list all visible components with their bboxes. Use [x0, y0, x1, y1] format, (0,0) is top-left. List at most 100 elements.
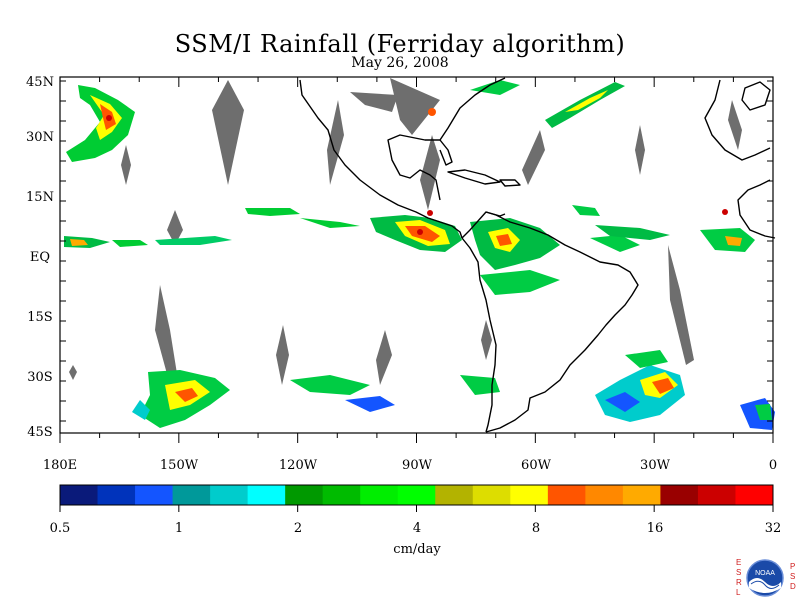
colorbar-ticks: 0.5 1 2 4 8 16 32 — [50, 521, 782, 536]
rain-patch — [70, 239, 88, 246]
logo-letter: S — [790, 572, 796, 581]
coastlines — [299, 77, 776, 433]
coastline-hispaniola — [499, 179, 521, 187]
rain-patch — [132, 400, 150, 420]
rain-patch — [245, 208, 300, 216]
rain-patch — [605, 392, 640, 412]
colorbar-swatch — [660, 485, 699, 505]
colorbar-swatch — [135, 485, 174, 505]
swath-gap — [69, 365, 77, 380]
rain-patch — [290, 375, 370, 395]
rain-patch — [417, 229, 423, 235]
colorbar-label: 0.5 — [50, 521, 71, 536]
swath-gap — [390, 78, 440, 135]
map-title: SSM/I Rainfall (Ferriday algorithm) — [174, 30, 626, 58]
colorbar-frame — [59, 484, 774, 506]
colorbar-swatch — [60, 485, 99, 505]
rain-patch — [565, 90, 608, 112]
colorbar-label: 4 — [413, 521, 421, 536]
lat-label-30s: 30S — [27, 370, 52, 385]
rain-patch — [345, 396, 395, 412]
noaa-emblem-icon: NOAA — [746, 559, 784, 597]
colorbar-label: 16 — [647, 521, 664, 536]
rain-patch — [480, 270, 560, 295]
colorbar-swatch — [172, 485, 211, 505]
latitude-ticks — [60, 80, 773, 422]
rain-patch — [725, 236, 742, 246]
lon-label-30w: 30W — [640, 458, 671, 473]
logo-letter: L — [736, 588, 741, 597]
rain-patch — [755, 404, 772, 420]
rain-patch — [625, 350, 668, 368]
rain-patch — [496, 234, 512, 246]
lon-label-60w: 60W — [521, 458, 552, 473]
logo-letter: E — [736, 558, 742, 567]
colorbar-swatch — [210, 485, 249, 505]
coastline-florida — [439, 139, 453, 166]
lon-label-0: 0 — [769, 458, 777, 473]
coastline-europe-africa — [704, 79, 776, 239]
noaa-esrl-psd-logo: E S R L NOAA P S D — [732, 556, 798, 600]
colorbar — [59, 485, 774, 512]
colorbar-swatch — [472, 485, 511, 505]
lat-label-15s: 15S — [27, 310, 52, 325]
rain-patch — [112, 240, 148, 247]
colorbar-swatch — [585, 485, 624, 505]
rain-patch — [427, 210, 433, 216]
swath-gap — [635, 125, 645, 175]
colorbar-swatch — [247, 485, 286, 505]
swath-gap — [420, 135, 440, 210]
rain-patch — [300, 218, 360, 228]
colorbar-swatch — [622, 485, 661, 505]
latitude-axis: 45N 30N 15N EQ 15S 30S 45S — [26, 75, 54, 440]
swath-gap — [167, 210, 183, 245]
swath-gap — [728, 100, 742, 150]
coastline-south-america — [461, 211, 639, 433]
colorbar-label: 8 — [532, 521, 540, 536]
colorbar-label: 1 — [175, 521, 183, 536]
lon-label-180e: 180E — [43, 458, 77, 473]
rain-areas — [64, 80, 775, 430]
rain-patch — [595, 365, 685, 422]
swath-gap — [327, 100, 344, 185]
rain-patch — [652, 378, 674, 394]
colorbar-unit: cm/day — [393, 542, 441, 557]
swath-gap — [350, 92, 398, 112]
rain-patch — [722, 209, 728, 215]
colorbar-label: 32 — [765, 521, 782, 536]
rain-patch — [590, 235, 640, 252]
lat-label-45s: 45S — [27, 425, 52, 440]
colorbar-swatch — [735, 485, 774, 505]
logo-letter: P — [790, 562, 796, 571]
logo-letter: S — [736, 568, 742, 577]
swath-gap — [276, 325, 289, 385]
colorbar-swatch — [360, 485, 399, 505]
rain-patch — [572, 205, 600, 216]
colorbar-swatch — [435, 485, 474, 505]
colorbar-swatch — [510, 485, 549, 505]
lat-label-15n: 15N — [26, 190, 54, 205]
longitude-axis: 180E 150W 120W 90W 60W 30W 0 — [43, 458, 777, 473]
swath-gap — [668, 245, 694, 365]
swath-gap — [522, 130, 545, 185]
lon-label-120w: 120W — [279, 458, 318, 473]
swath-gaps — [69, 78, 742, 385]
lat-label-eq: EQ — [30, 250, 50, 265]
swath-gap — [212, 80, 244, 185]
swath-gap — [376, 330, 392, 385]
rain-patch — [470, 80, 520, 95]
logo-letter: D — [790, 582, 796, 591]
coastline-cuba — [447, 169, 501, 185]
rain-patch — [106, 115, 112, 121]
rain-patch — [595, 225, 670, 240]
colorbar-swatch — [397, 485, 436, 505]
colorbar-swatch — [697, 485, 736, 505]
lon-label-150w: 150W — [160, 458, 199, 473]
logo-emblem-text: NOAA — [755, 570, 775, 577]
logo-letter: R — [736, 578, 742, 587]
rain-patch — [428, 108, 436, 116]
colorbar-swatch — [322, 485, 361, 505]
lat-label-30n: 30N — [26, 130, 54, 145]
rain-patch — [175, 388, 198, 402]
